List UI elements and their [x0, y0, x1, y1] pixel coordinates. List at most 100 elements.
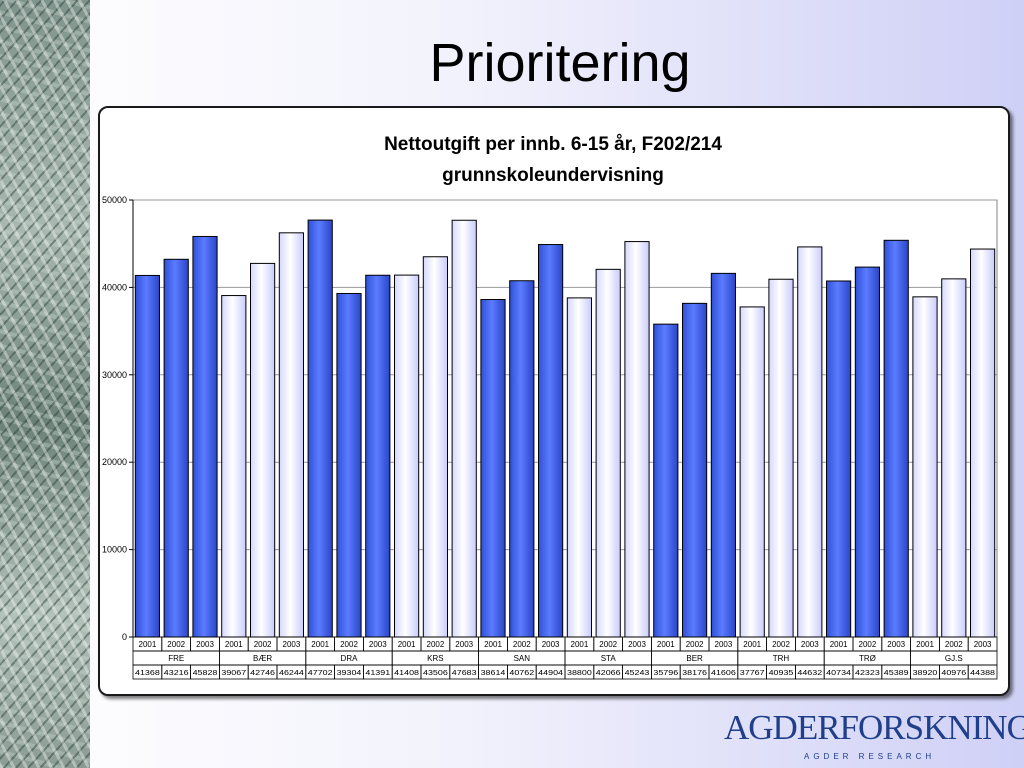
bar	[451, 219, 477, 638]
group-label: KRS	[427, 654, 443, 663]
data-value-label: 47683	[452, 668, 477, 677]
bar	[480, 299, 506, 638]
bar	[221, 295, 247, 638]
year-label: 2001	[743, 640, 761, 649]
year-label: 2003	[974, 640, 992, 649]
data-value-label: 45828	[193, 668, 218, 677]
data-value-label: 45243	[625, 668, 650, 677]
plot-area: 0 10000 20000 30000 40000 50000 2001 41368 2002 4…	[102, 195, 998, 680]
y-tick-label: 20000	[102, 457, 127, 467]
data-value-label: 41606	[711, 668, 736, 677]
data-value-label: 40734	[826, 668, 851, 677]
data-value-label: 44904	[538, 668, 563, 677]
year-label: 2001	[916, 640, 934, 649]
group-label: STA	[601, 654, 617, 663]
year-label: 2001	[484, 640, 502, 649]
y-tick-label: 40000	[102, 282, 127, 292]
year-label: 2002	[340, 640, 358, 649]
year-label: 2003	[196, 640, 214, 649]
group-label: SAN	[514, 654, 531, 663]
year-label: 2001	[398, 640, 416, 649]
year-label: 2003	[887, 640, 905, 649]
year-label: 2002	[859, 640, 877, 649]
year-label: 2002	[772, 640, 790, 649]
group-label: TRØ	[859, 654, 876, 663]
bar	[250, 262, 276, 638]
bar	[653, 323, 679, 638]
data-value-label: 40762	[509, 668, 534, 677]
group-label: BER	[686, 654, 703, 663]
bar	[336, 292, 362, 638]
data-value-label: 41408	[394, 668, 419, 677]
year-label: 2002	[686, 640, 704, 649]
data-value-label: 45389	[884, 668, 909, 677]
data-value-label: 46244	[279, 668, 304, 677]
year-label: 2003	[369, 640, 387, 649]
data-value-label: 38800	[567, 668, 592, 677]
bar	[797, 246, 823, 638]
bar	[394, 274, 420, 638]
group-label: TRH	[773, 654, 790, 663]
year-label: 2002	[427, 640, 445, 649]
y-tick-label: 30000	[102, 370, 127, 380]
table-cell-group	[910, 650, 998, 666]
y-tick-label: 0	[122, 632, 127, 642]
year-label: 2001	[830, 640, 848, 649]
data-value-label: 41368	[135, 668, 160, 677]
bar	[624, 241, 650, 638]
year-label: 2002	[254, 640, 272, 649]
data-value-label: 42066	[596, 668, 621, 677]
bar	[595, 268, 621, 638]
chart-title-line-1: Nettoutgift per innb. 6-15 år, F202/214	[384, 134, 722, 155]
data-value-label: 43216	[164, 668, 189, 677]
data-value-label: 37767	[740, 668, 765, 677]
group-label: DRA	[341, 654, 359, 663]
data-value-label: 38176	[682, 668, 707, 677]
chart-title-line-2: grunnskoleundervisning	[442, 165, 664, 186]
year-label: 2003	[628, 640, 646, 649]
y-tick-label: 50000	[102, 195, 127, 205]
bar	[941, 278, 967, 638]
bar	[854, 266, 880, 638]
bar	[365, 274, 391, 638]
bar	[566, 297, 592, 638]
slide-title: Prioritering	[429, 33, 691, 93]
data-value-label: 38614	[481, 668, 506, 677]
bar	[682, 302, 708, 638]
bar	[970, 248, 996, 638]
data-value-label: 42746	[250, 668, 275, 677]
chart-frame: Nettoutgift per innb. 6-15 år, F202/214 …	[98, 106, 1010, 696]
data-value-label: 41391	[365, 668, 390, 677]
data-value-label: 38920	[913, 668, 938, 677]
year-label: 2003	[283, 640, 301, 649]
bar	[538, 244, 564, 638]
year-label: 2001	[311, 640, 329, 649]
group-label: FRE	[168, 654, 184, 663]
year-label: 2001	[571, 640, 589, 649]
year-label: 2002	[167, 640, 185, 649]
group-label: BÆR	[253, 654, 272, 663]
bar	[912, 296, 938, 638]
year-label: 2002	[945, 640, 963, 649]
year-label: 2003	[715, 640, 733, 649]
year-label: 2003	[455, 640, 473, 649]
bar-chart: Nettoutgift per innb. 6-15 år, F202/214 …	[102, 134, 998, 680]
data-value-label: 39304	[337, 668, 362, 677]
bar	[768, 278, 794, 638]
logo-subtitle: AGDER RESEARCH	[804, 752, 936, 761]
plot-border	[132, 199, 998, 638]
bar	[509, 280, 535, 638]
bar	[826, 280, 852, 638]
year-label: 2003	[542, 640, 560, 649]
bar	[307, 219, 333, 638]
year-label: 2001	[657, 640, 675, 649]
year-label: 2001	[139, 640, 157, 649]
data-value-label: 40935	[769, 668, 794, 677]
bar	[278, 232, 304, 638]
data-value-label: 44632	[797, 668, 822, 677]
year-label: 2002	[599, 640, 617, 649]
logo-wordmark: AGDERFORSKNING	[724, 708, 1024, 747]
year-label: 2003	[801, 640, 819, 649]
bar	[163, 258, 189, 638]
year-label: 2002	[513, 640, 531, 649]
